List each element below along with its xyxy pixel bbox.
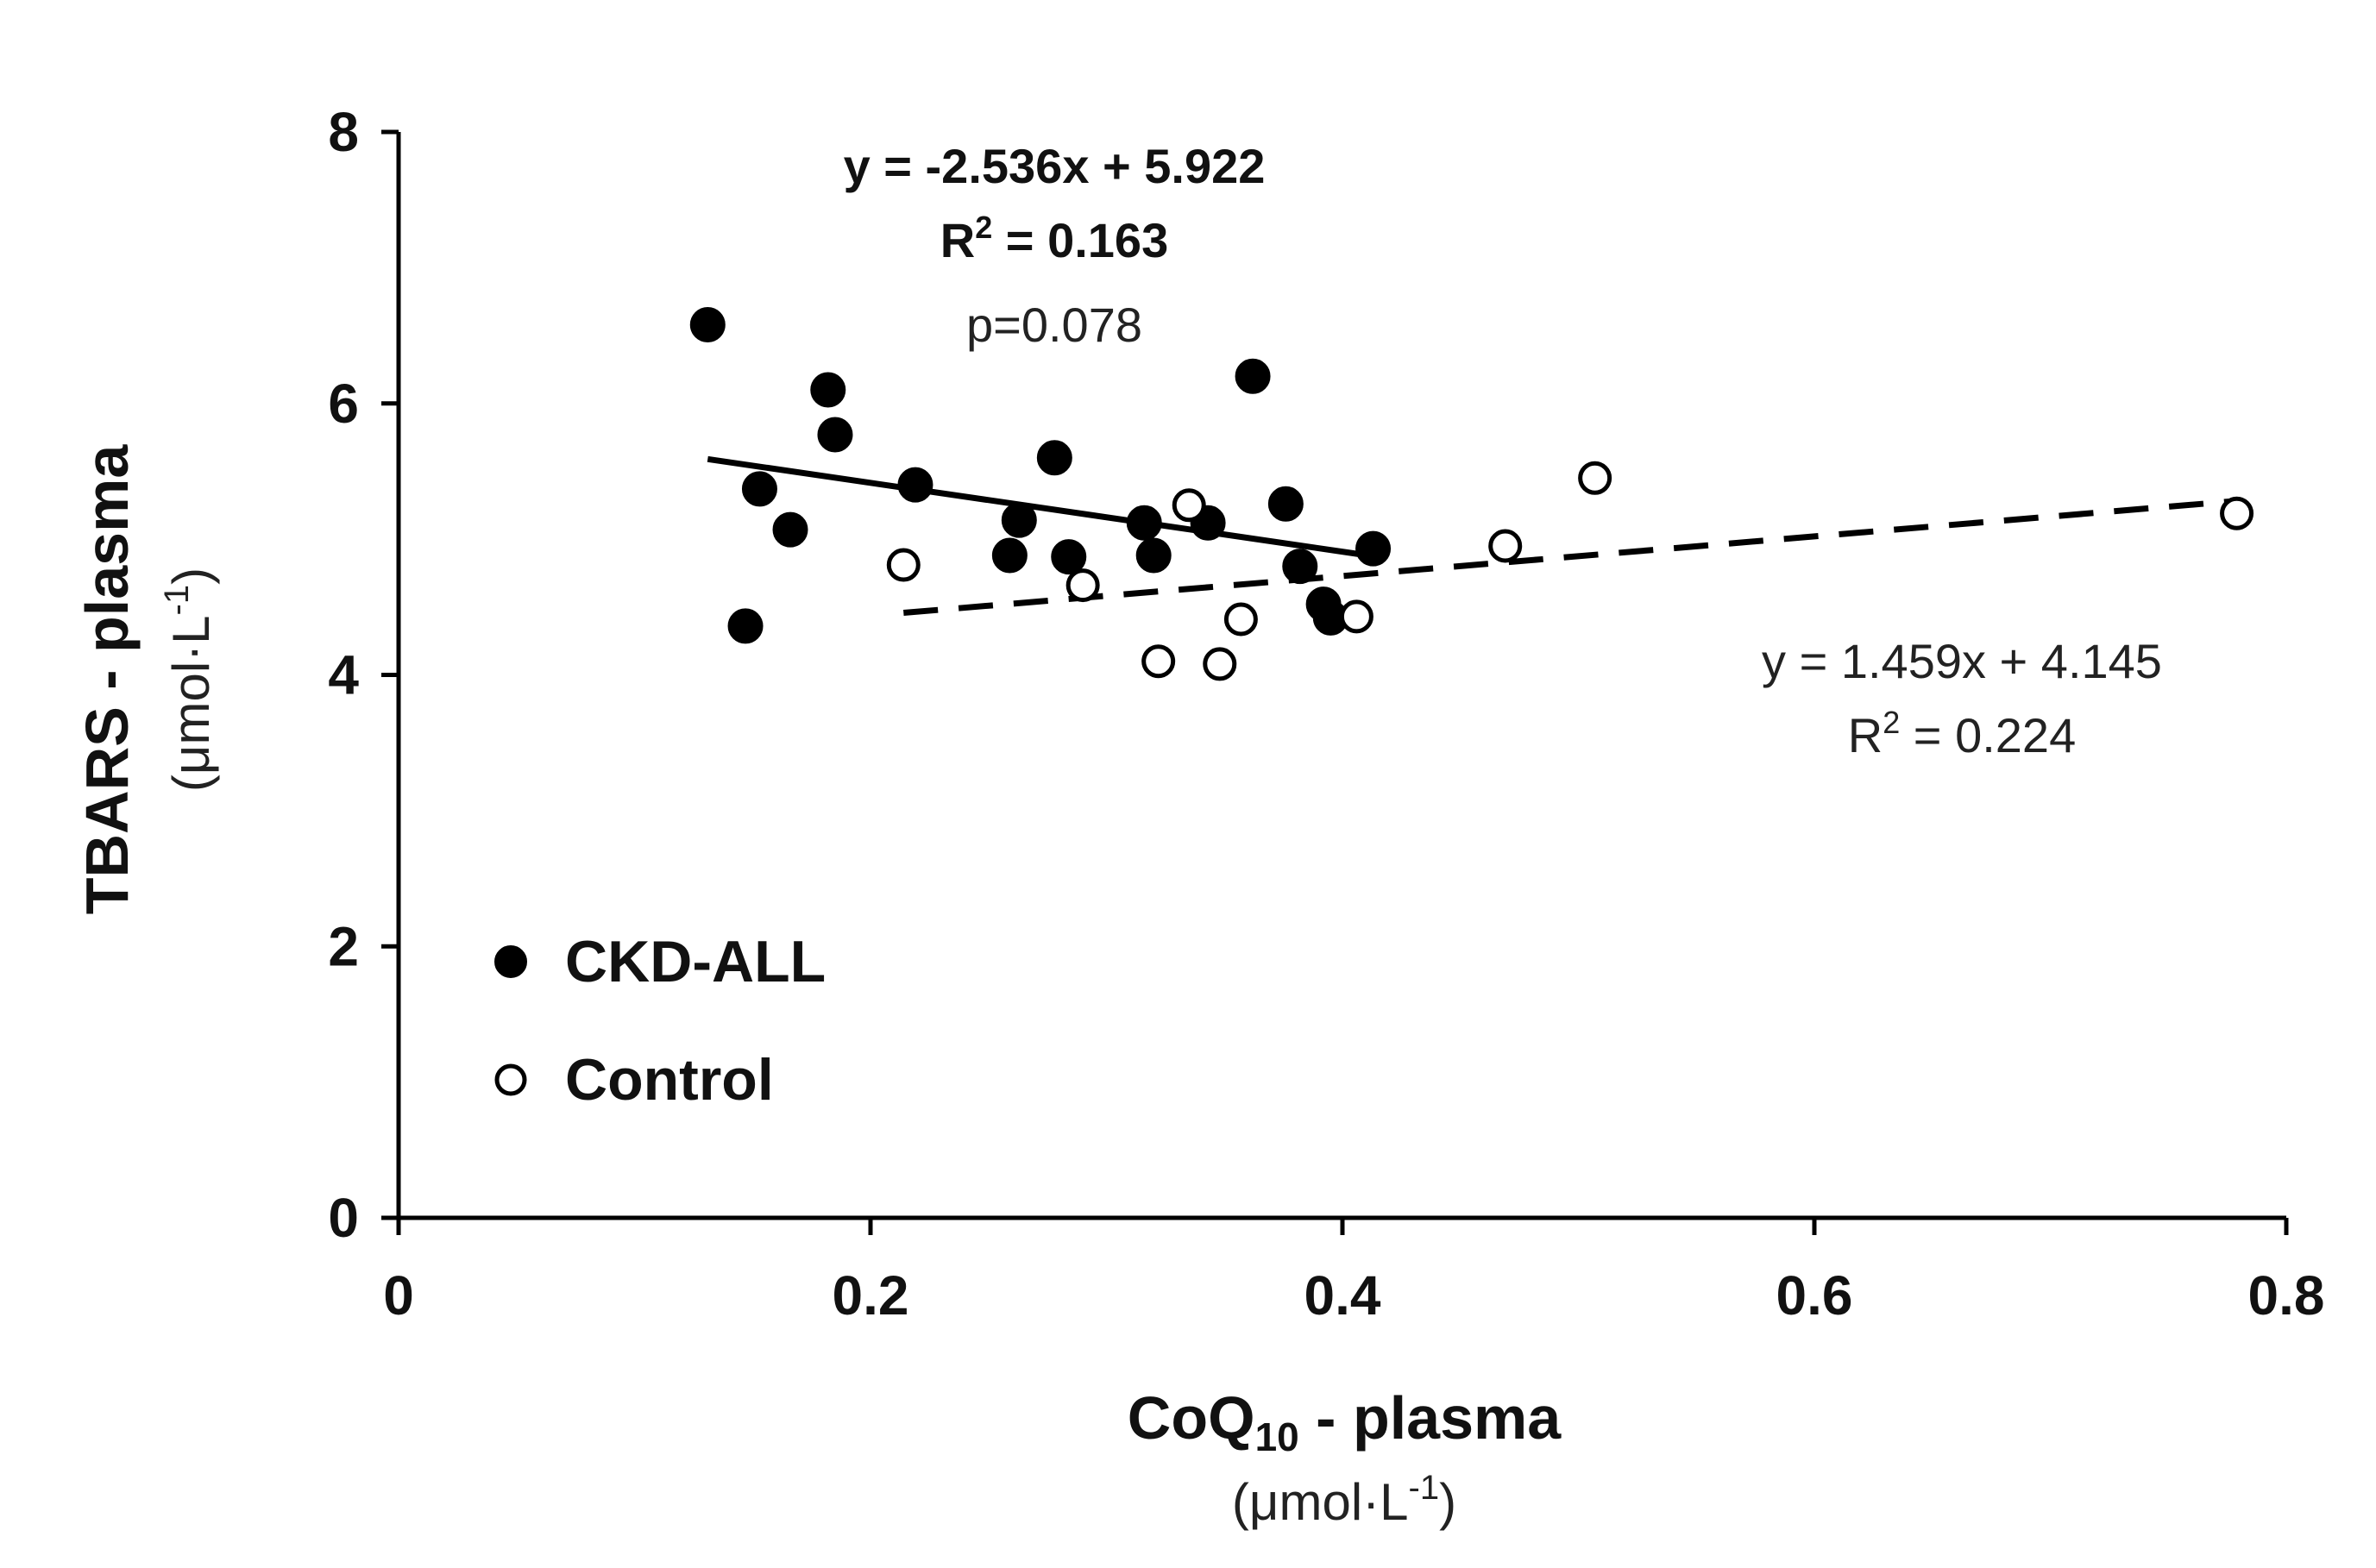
control-point [1223, 602, 1258, 637]
ckd-all-point [1036, 440, 1072, 476]
ckd-p-value: p=0.078 [966, 298, 1142, 352]
legend-label-ckd-all: CKD-ALL [565, 929, 826, 994]
ckd-all-point [772, 511, 808, 548]
control-point [1172, 488, 1206, 523]
legend-marker-control [494, 1063, 527, 1096]
ticks-layer: 0 0.2 0.4 0.6 0.8 0 2 4 6 8 [328, 101, 2324, 1327]
control-r-squared: R2 = 0.224 [1848, 705, 2076, 762]
y-axis-title: TBARS - plasma [73, 444, 141, 915]
control-point [2220, 496, 2254, 530]
ckd-trendline [707, 455, 1374, 560]
legend-label-control: Control [565, 1047, 774, 1113]
x-axis-title: CoQ10 - plasma [1128, 1384, 1562, 1459]
ckd-all-point [1355, 530, 1392, 567]
ckd-equation: y = -2.536x + 5.922 [844, 139, 1266, 193]
ckd-all-point [1135, 537, 1172, 574]
control-point [1203, 647, 1237, 681]
control-point [1065, 568, 1100, 603]
ckd-all-point [810, 372, 846, 408]
ckd-r-squared: R2 = 0.163 [940, 210, 1168, 267]
ckd-all-point [1051, 539, 1087, 575]
x-tick-label: 0 [383, 1264, 414, 1327]
x-tick-label: 0.2 [833, 1264, 909, 1327]
trendlines-layer [707, 455, 2237, 617]
x-tick-label: 0.8 [2248, 1264, 2325, 1327]
control-equation: y = 1.459x + 4.145 [1762, 634, 2162, 688]
ckd-all-point [1001, 502, 1037, 538]
control-point [1141, 644, 1176, 679]
control-point [1578, 461, 1612, 495]
y-tick-label: 0 [328, 1187, 359, 1249]
ckd-all-point [1126, 505, 1162, 541]
ckd-all-point [1235, 358, 1271, 394]
control-point [886, 548, 921, 582]
y-tick-label: 8 [328, 101, 359, 163]
ckd-all-point [1282, 549, 1318, 585]
ckd-all-point [817, 417, 853, 453]
control-point [1488, 529, 1523, 563]
legend-marker-ckd-all [494, 945, 527, 978]
ckd-all-point [689, 306, 726, 342]
control-point [1339, 599, 1373, 634]
control-trendline [902, 498, 2237, 617]
x-tick-label: 0.4 [1304, 1264, 1381, 1327]
ckd-all-point [727, 608, 764, 644]
x-axis-unit: (μmol·L-1) [1232, 1469, 1456, 1531]
points-layer [689, 306, 2254, 681]
ckd-all-point [991, 537, 1028, 574]
y-tick-label: 6 [328, 373, 359, 435]
y-axis-unit: (μmol·L-1) [158, 568, 220, 792]
y-tick-label: 2 [328, 915, 359, 977]
legend: CKD-ALL Control [494, 929, 826, 1113]
ckd-all-point [1267, 486, 1304, 522]
x-tick-label: 0.6 [1776, 1264, 1853, 1327]
y-tick-label: 4 [328, 644, 359, 706]
ckd-all-point [741, 471, 777, 507]
ckd-all-point [897, 467, 933, 503]
